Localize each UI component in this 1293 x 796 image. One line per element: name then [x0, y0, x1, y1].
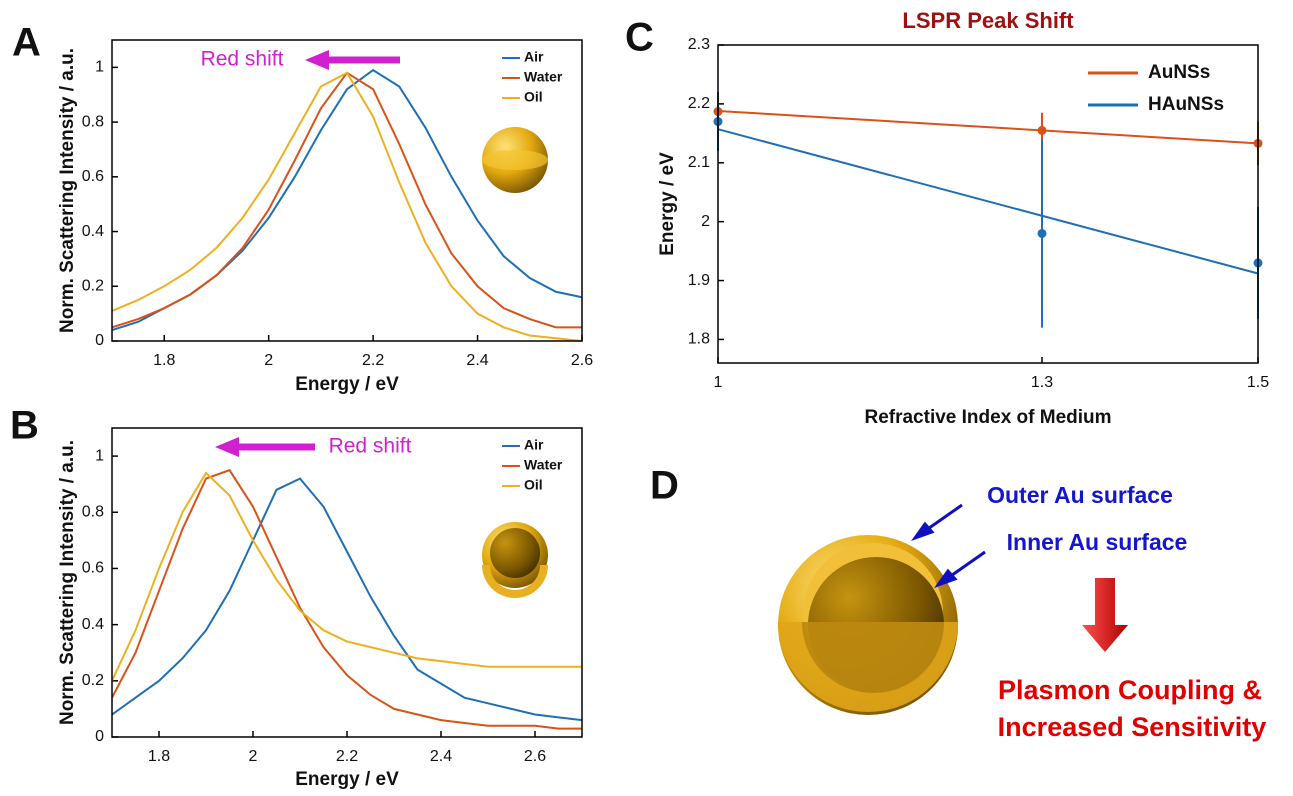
y-tick-label: 1	[95, 447, 104, 464]
plot-frame	[717, 44, 1259, 364]
spectrum-line	[111, 468, 582, 730]
x-tick-label: 2.6	[571, 352, 593, 369]
chart-title: LSPR Peak Shift	[902, 8, 1074, 33]
legend-label: Water	[524, 457, 563, 473]
hollow-sphere-diagram	[778, 535, 958, 715]
x-tick-label: 2	[249, 748, 258, 765]
y-tick-label: 0	[95, 332, 104, 349]
y-tick-label: 2.1	[688, 154, 710, 171]
down-arrow	[1082, 578, 1128, 652]
x-tick-label: 1.8	[148, 748, 170, 765]
data-point	[1037, 228, 1047, 238]
y-tick-label: 0.6	[82, 168, 104, 185]
y-tick-label: 0.8	[82, 113, 104, 130]
x-tick-label: 2.6	[524, 748, 546, 765]
y-axis-label: Norm. Scattering Intensity / a.u.	[57, 440, 78, 725]
x-tick-label: 1.5	[1247, 374, 1269, 391]
y-tick-label: 1.8	[688, 331, 710, 348]
y-tick-label: 2.3	[688, 36, 710, 53]
fit-line	[717, 128, 1259, 275]
legend-label: Water	[524, 69, 563, 85]
x-axis-label: Energy / eV	[295, 374, 399, 395]
y-axis-label: Energy / eV	[657, 152, 678, 256]
panel-letter: C	[625, 16, 654, 60]
y-tick-label: 1.9	[688, 272, 710, 289]
y-tick-label: 2.2	[688, 95, 710, 112]
y-tick-label: 0.2	[82, 672, 104, 689]
x-tick-label: 1	[714, 374, 723, 391]
y-tick-label: 0.4	[82, 616, 104, 633]
x-tick-label: 2.4	[466, 352, 488, 369]
y-axis-label: Norm. Scattering Intensity / a.u.	[57, 48, 78, 333]
plot-frame	[111, 39, 583, 342]
conclusion: Plasmon Coupling &	[998, 675, 1262, 705]
conclusion: Increased Sensitivity	[998, 712, 1267, 742]
y-tick-label: 0.8	[82, 503, 104, 520]
plot-frame	[111, 427, 583, 738]
y-tick-label: 1	[95, 59, 104, 76]
legend-label: Oil	[524, 89, 543, 105]
pointer-arrows	[911, 503, 986, 588]
x-axis-label: Refractive Index of Medium	[864, 407, 1111, 428]
spectrum-line	[111, 71, 582, 329]
y-tick-label: 0	[95, 728, 104, 745]
shift-arrowhead	[215, 437, 239, 457]
hollow-sphere-icon	[482, 522, 548, 598]
x-tick-label: 2.2	[362, 352, 384, 369]
annotation: Red shift	[201, 48, 284, 71]
x-axis-label: Energy / eV	[295, 769, 399, 790]
shift-arrowhead	[305, 50, 329, 70]
outer-label: Outer Au surface	[987, 482, 1173, 508]
y-tick-label: 2	[701, 213, 710, 230]
panel-letter: D	[650, 464, 679, 508]
legend-label: AuNSs	[1148, 62, 1210, 83]
x-tick-label: 2	[264, 352, 273, 369]
data-point	[1037, 125, 1047, 135]
x-tick-label: 1.8	[153, 352, 175, 369]
spectrum-line	[111, 471, 582, 682]
x-tick-label: 1.3	[1031, 374, 1053, 391]
legend-label: Air	[524, 437, 544, 453]
y-tick-label: 0.6	[82, 560, 104, 577]
panel-letter: A	[12, 21, 41, 65]
fit-line	[717, 109, 1259, 145]
spectrum-line	[111, 71, 583, 342]
annotation: Red shift	[329, 435, 412, 458]
legend-label: Oil	[524, 477, 543, 493]
x-tick-label: 2.4	[430, 748, 452, 765]
y-tick-label: 0.2	[82, 277, 104, 294]
legend-label: Air	[524, 49, 544, 65]
spectrum-line	[111, 68, 583, 332]
y-tick-label: 0.4	[82, 223, 104, 240]
inner-label: Inner Au surface	[1007, 529, 1188, 555]
legend-label: HAuNSs	[1148, 94, 1224, 115]
solid-sphere-icon	[482, 127, 548, 193]
spectrum-line	[111, 477, 583, 722]
panel-letter: B	[10, 404, 39, 448]
x-tick-label: 2.2	[336, 748, 358, 765]
